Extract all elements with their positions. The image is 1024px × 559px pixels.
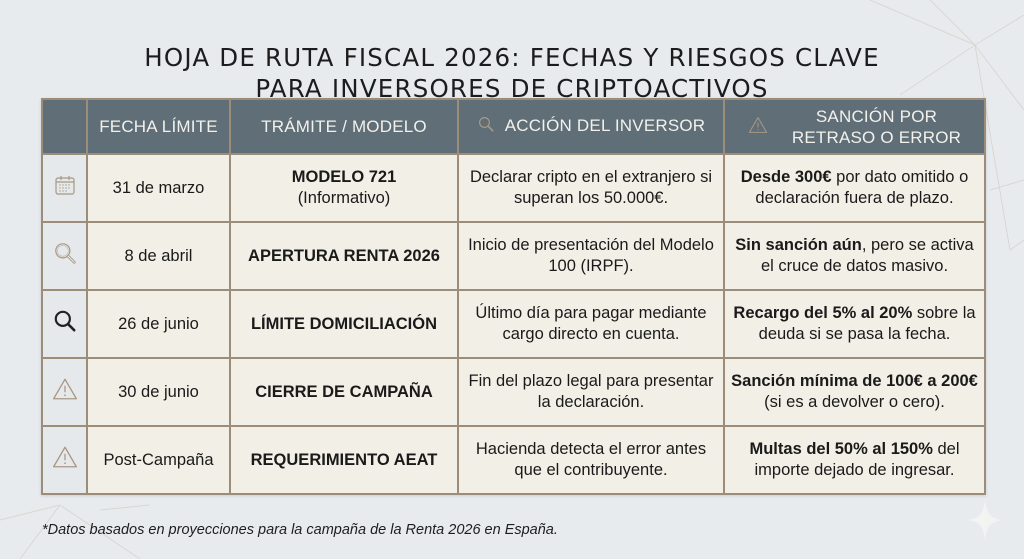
sancion-cell: Recargo del 5% al 20% sobre la deuda si … bbox=[723, 289, 986, 359]
accion-cell: Inicio de presentación del Modelo 100 (I… bbox=[457, 221, 725, 291]
header-sancion-line-2: RETRASO O ERROR bbox=[791, 127, 962, 147]
tramite-title: LÍMITE DOMICILIACIÓN bbox=[250, 314, 438, 333]
tramite-title: MODELO 721 bbox=[291, 168, 397, 186]
row-icon-cell bbox=[41, 153, 88, 223]
footnote: *Datos basados en proyecciones para la c… bbox=[42, 522, 558, 538]
row-icon-cell bbox=[41, 289, 88, 359]
search-icon bbox=[54, 243, 76, 264]
table-row: 26 de junio LÍMITE DOMICILIACIÓN Último … bbox=[41, 289, 986, 359]
table-row: Post-Campaña REQUERIMIENTO AEAT Hacienda… bbox=[41, 425, 986, 495]
sancion-cell: Sin sanción aún, pero se activa el cruce… bbox=[723, 221, 986, 291]
fecha-cell: 26 de junio bbox=[86, 289, 231, 359]
fecha-cell: 8 de abril bbox=[86, 221, 231, 291]
header-accion-inversor: ACCIÓN DEL INVERSOR bbox=[457, 98, 725, 155]
header-fecha-limite: FECHA LÍMITE bbox=[86, 98, 231, 155]
sancion-detail: por dato omitido o declaración fuera de … bbox=[755, 168, 969, 207]
sancion-highlight: Multas del 50% al 150% bbox=[749, 440, 933, 458]
tramite-title: APERTURA RENTA 2026 bbox=[248, 246, 440, 265]
tramite-cell: CIERRE DE CAMPAÑA bbox=[229, 357, 459, 427]
header-sancion-line-1: SANCIÓN POR bbox=[815, 106, 938, 126]
row-icon-cell bbox=[41, 357, 88, 427]
sancion-detail: , pero se activa el cruce de datos masiv… bbox=[760, 236, 974, 275]
sancion-detail: del importe dejado de ingresar. bbox=[754, 440, 960, 479]
tramite-cell: LÍMITE DOMICILIACIÓN bbox=[229, 289, 459, 359]
warning-icon bbox=[748, 117, 767, 133]
row-icon-cell bbox=[41, 425, 88, 495]
accion-cell: Fin del plazo legal para presentar la de… bbox=[457, 357, 725, 427]
table-row: 31 de marzo MODELO 721 (Informativo) Dec… bbox=[41, 153, 986, 223]
sancion-highlight: Desde 300€ bbox=[740, 168, 832, 186]
fecha-cell: 30 de junio bbox=[86, 357, 231, 427]
calendar-icon bbox=[54, 176, 75, 195]
row-icon-cell bbox=[41, 221, 88, 291]
warning-icon bbox=[52, 446, 77, 468]
sancion-highlight: Sin sanción aún bbox=[735, 236, 862, 254]
sancion-cell: Desde 300€ por dato omitido o declaració… bbox=[723, 153, 986, 223]
tramite-title: REQUERIMIENTO AEAT bbox=[250, 450, 438, 469]
sancion-detail: (si es a devolver o cero). bbox=[764, 393, 945, 411]
header-tramite-modelo: TRÁMITE / MODELO bbox=[229, 98, 459, 155]
sancion-cell: Multas del 50% al 150% del importe dejad… bbox=[723, 425, 986, 495]
sancion-highlight: Sanción mínima de 100€ a 200€ bbox=[731, 372, 978, 390]
table-row: 30 de junio CIERRE DE CAMPAÑA Fin del pl… bbox=[41, 357, 986, 427]
fecha-cell: Post-Campaña bbox=[86, 425, 231, 495]
header-sancion: SANCIÓN POR RETRASO O ERROR bbox=[723, 98, 986, 155]
sancion-highlight: Recargo del 5% al 20% bbox=[733, 304, 913, 322]
accion-cell: Declarar cripto en el extranjero si supe… bbox=[457, 153, 725, 223]
warning-icon bbox=[52, 378, 77, 400]
tramite-cell: MODELO 721 (Informativo) bbox=[229, 153, 459, 223]
title-line-1: HOJA DE RUTA FISCAL 2026: FECHAS Y RIESG… bbox=[144, 43, 880, 73]
header-accion-label: ACCIÓN DEL INVERSOR bbox=[504, 116, 706, 135]
fecha-cell: 31 de marzo bbox=[86, 153, 231, 223]
tramite-cell: REQUERIMIENTO AEAT bbox=[229, 425, 459, 495]
header-icon-column bbox=[41, 98, 88, 155]
accion-cell: Último día para pagar mediante cargo dir… bbox=[457, 289, 725, 359]
search-icon bbox=[478, 117, 494, 132]
sancion-detail: sobre la deuda si se pasa la fecha. bbox=[758, 304, 976, 343]
tramite-subtitle: (Informativo) bbox=[297, 189, 391, 207]
fiscal-roadmap-table: FECHA LÍMITE TRÁMITE / MODELO ACCIÓN DEL… bbox=[41, 98, 986, 495]
tramite-cell: APERTURA RENTA 2026 bbox=[229, 221, 459, 291]
search-icon bbox=[54, 310, 76, 332]
table-row: 8 de abril APERTURA RENTA 2026 Inicio de… bbox=[41, 221, 986, 291]
page-title: HOJA DE RUTA FISCAL 2026: FECHAS Y RIESG… bbox=[0, 42, 1024, 104]
sparkle-icon bbox=[968, 500, 1002, 540]
sancion-cell: Sanción mínima de 100€ a 200€ (si es a d… bbox=[723, 357, 986, 427]
table-header-row: FECHA LÍMITE TRÁMITE / MODELO ACCIÓN DEL… bbox=[41, 98, 986, 155]
accion-cell: Hacienda detecta el error antes que el c… bbox=[457, 425, 725, 495]
tramite-title: CIERRE DE CAMPAÑA bbox=[255, 382, 433, 401]
